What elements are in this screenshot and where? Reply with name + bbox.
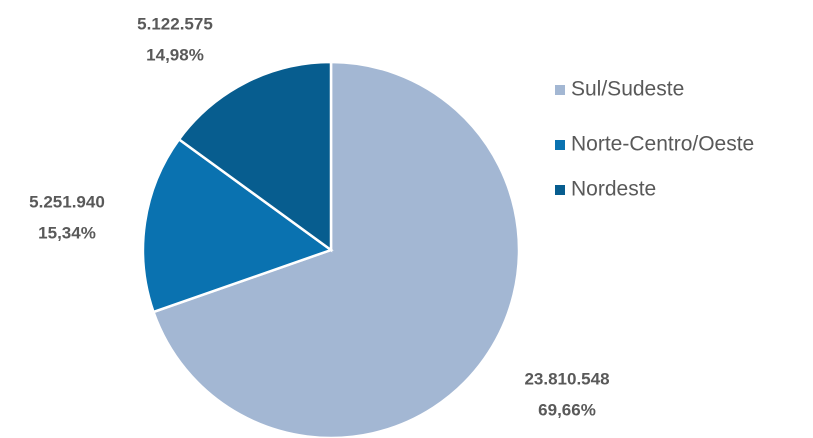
legend-swatch	[555, 185, 565, 195]
data-label: 5.122.575	[137, 14, 213, 33]
legend-swatch	[555, 85, 565, 95]
legend-label: Nordeste	[571, 178, 656, 201]
data-label: 5.251.940	[29, 192, 105, 211]
legend-swatch	[555, 140, 565, 150]
legend-label: Sul/Sudeste	[571, 78, 684, 101]
data-label-percent: 15,34%	[38, 223, 96, 242]
data-label-percent: 14,98%	[146, 45, 204, 64]
legend-label: Norte-Centro/Oeste	[571, 133, 754, 156]
pie-slice	[151, 60, 521, 438]
data-label: 23.810.548	[524, 369, 609, 388]
pie-slice	[177, 60, 333, 253]
pie-slice	[141, 137, 334, 314]
data-label-percent: 69,66%	[538, 400, 596, 419]
